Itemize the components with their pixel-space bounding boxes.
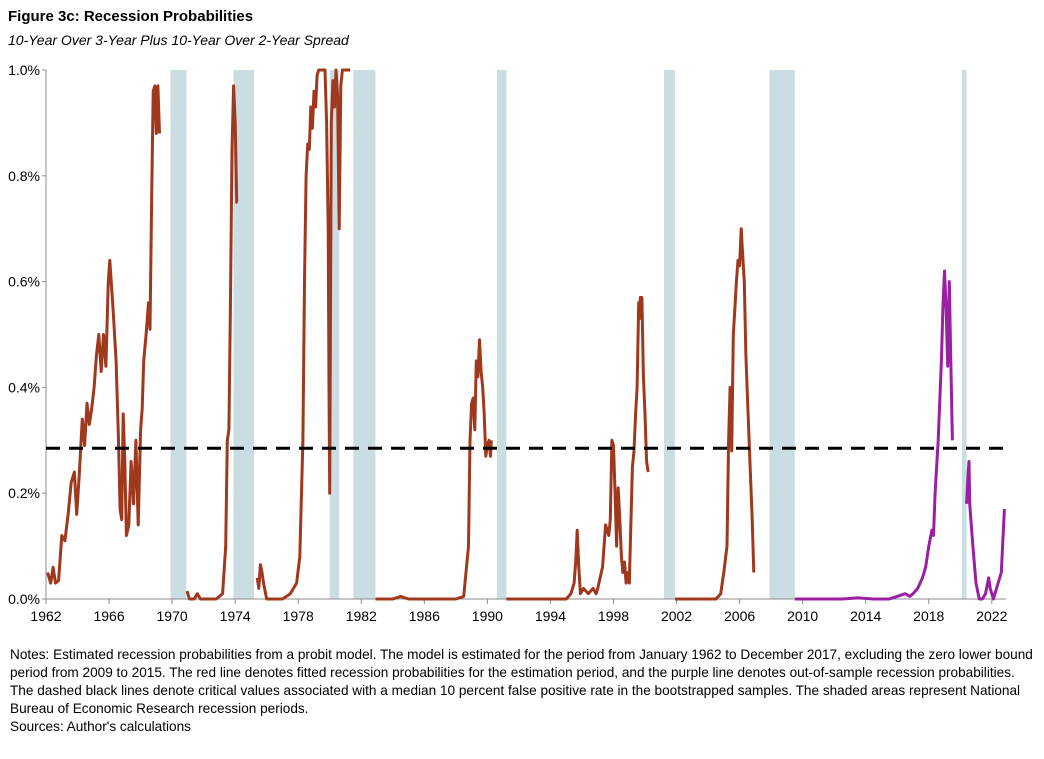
y-tick-label-3: 0.6% — [8, 274, 40, 290]
in-sample-line-2 — [255, 68, 351, 601]
x-tick-label-8: 1994 — [535, 608, 566, 624]
recession-shade-1 — [233, 70, 255, 599]
x-tick-label-9: 1998 — [598, 608, 629, 624]
sources-text: Sources: Author's calculations — [10, 719, 191, 734]
x-tick-label-10: 2002 — [661, 608, 692, 624]
recession-shade-0 — [170, 70, 187, 599]
x-tick-label-2: 1970 — [157, 608, 188, 624]
in-sample-line-5 — [675, 227, 756, 601]
x-tick-label-5: 1982 — [346, 608, 377, 624]
x-tick-label-3: 1974 — [220, 608, 251, 624]
chart-notes: Notes: Estimated recession probabilities… — [10, 646, 1035, 736]
in-sample-line-3 — [375, 338, 493, 601]
y-tick-label-5: 1.0% — [8, 62, 40, 78]
chart-title: Figure 3c: Recession Probabilities — [8, 8, 254, 25]
recession-shade-5 — [663, 70, 675, 599]
recession-shade-2 — [329, 70, 340, 599]
x-tick-label-4: 1978 — [283, 608, 314, 624]
x-tick-label-1: 1966 — [93, 608, 124, 624]
x-tick-label-11: 2006 — [724, 608, 755, 624]
y-tick-label-4: 0.8% — [8, 168, 40, 184]
out-of-sample-line-0 — [794, 269, 954, 601]
y-tick-label-2: 0.4% — [8, 379, 40, 395]
x-tick-label-0: 1962 — [30, 608, 61, 624]
x-tick-label-14: 2018 — [913, 608, 944, 624]
in-sample-line-4 — [506, 296, 650, 601]
y-tick-label-0: 0.0% — [8, 591, 40, 607]
out-of-sample-line-1 — [965, 460, 1006, 601]
y-tick-label-1: 0.2% — [8, 485, 40, 501]
recession-probability-chart: 0.0% 0.2% 0.4% 0.6% 0.8% 1.0% 1962 1966 1970 1974… — [8, 62, 1008, 624]
x-tick-label-6: 1986 — [409, 608, 440, 624]
chart-subtitle: 10-Year Over 3-Year Plus 10-Year Over 2-… — [8, 32, 349, 48]
notes-text: Notes: Estimated recession probabilities… — [10, 647, 1033, 716]
recession-shade-6 — [769, 70, 795, 599]
recession-shade-3 — [353, 70, 376, 599]
in-sample-line-0 — [46, 84, 161, 585]
x-tick-label-12: 2010 — [787, 608, 818, 624]
x-tick-label-7: 1990 — [472, 608, 503, 624]
x-tick-label-15: 2022 — [976, 608, 1007, 624]
in-sample-line-1 — [185, 84, 239, 601]
x-tick-label-13: 2014 — [850, 608, 881, 624]
recession-shade-7 — [961, 70, 967, 599]
recession-shade-4 — [496, 70, 507, 599]
